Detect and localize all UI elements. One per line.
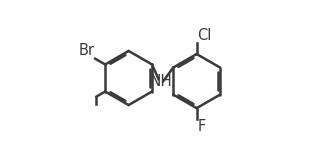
Text: F: F: [197, 119, 206, 134]
Text: NH: NH: [149, 74, 172, 89]
Text: Br: Br: [79, 43, 95, 58]
Text: Cl: Cl: [197, 28, 211, 43]
